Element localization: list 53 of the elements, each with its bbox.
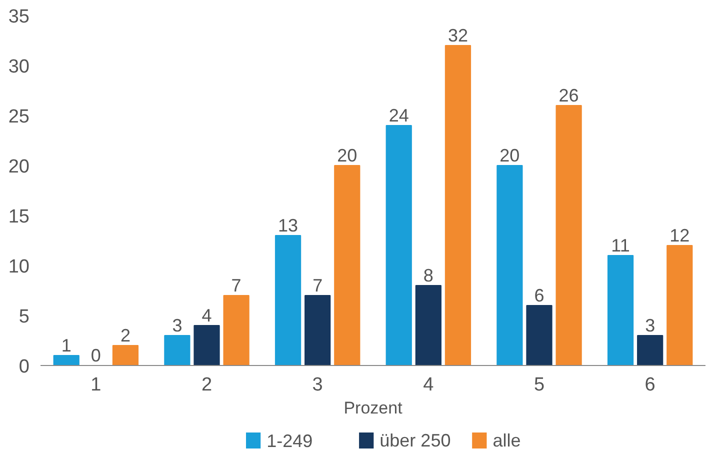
legend-label: über 250 (380, 430, 451, 450)
data-label: 12 (670, 226, 690, 246)
legend-label: 1-249 (266, 431, 313, 451)
data-label: 13 (278, 216, 298, 236)
y-tick-label: 20 (8, 156, 30, 178)
x-tick-label: 1 (90, 374, 102, 396)
bar (274, 235, 302, 366)
bar (164, 335, 190, 366)
x-tick-label: 5 (534, 374, 545, 396)
data-label: 24 (388, 106, 409, 126)
data-label: 3 (645, 316, 656, 336)
y-tick-label: 0 (18, 356, 30, 378)
data-label: 8 (423, 266, 434, 286)
bar (386, 125, 412, 366)
data-label: 26 (558, 86, 579, 106)
data-label: 2 (120, 326, 130, 346)
y-tick-label: 25 (8, 106, 30, 128)
x-axis-title: Prozent (344, 398, 403, 418)
y-tick-label: 30 (8, 56, 30, 78)
bar (444, 45, 472, 366)
bar (415, 285, 442, 366)
x-tick-label: 2 (201, 374, 212, 396)
data-label: 20 (500, 146, 520, 166)
bar (223, 295, 250, 366)
bar (304, 295, 331, 366)
data-label: 11 (611, 236, 630, 256)
bar (53, 355, 80, 366)
bar (194, 325, 220, 366)
data-label: 6 (534, 286, 544, 306)
y-tick-label: 10 (8, 256, 30, 278)
bar (334, 165, 360, 366)
bar (496, 165, 523, 366)
bar (526, 305, 552, 366)
x-tick-label: 4 (423, 374, 434, 396)
data-label: 3 (172, 316, 182, 336)
data-label: 7 (231, 276, 242, 296)
y-tick-label: 15 (8, 206, 30, 228)
data-label: 4 (202, 306, 212, 326)
data-label: 32 (448, 26, 468, 46)
x-tick-label: 3 (312, 374, 323, 396)
x-tick-label: 6 (644, 374, 656, 396)
bar (607, 255, 634, 366)
bar (637, 335, 664, 366)
data-label: 7 (312, 276, 323, 296)
data-label: 20 (337, 146, 358, 166)
data-label: 0 (90, 346, 101, 366)
y-tick-label: 5 (18, 306, 30, 328)
bar (112, 345, 139, 366)
bar (556, 105, 582, 366)
y-tick-label: 35 (8, 6, 30, 28)
bar (666, 245, 693, 366)
data-label: 1 (61, 336, 72, 356)
legend-label: alle (492, 430, 521, 450)
